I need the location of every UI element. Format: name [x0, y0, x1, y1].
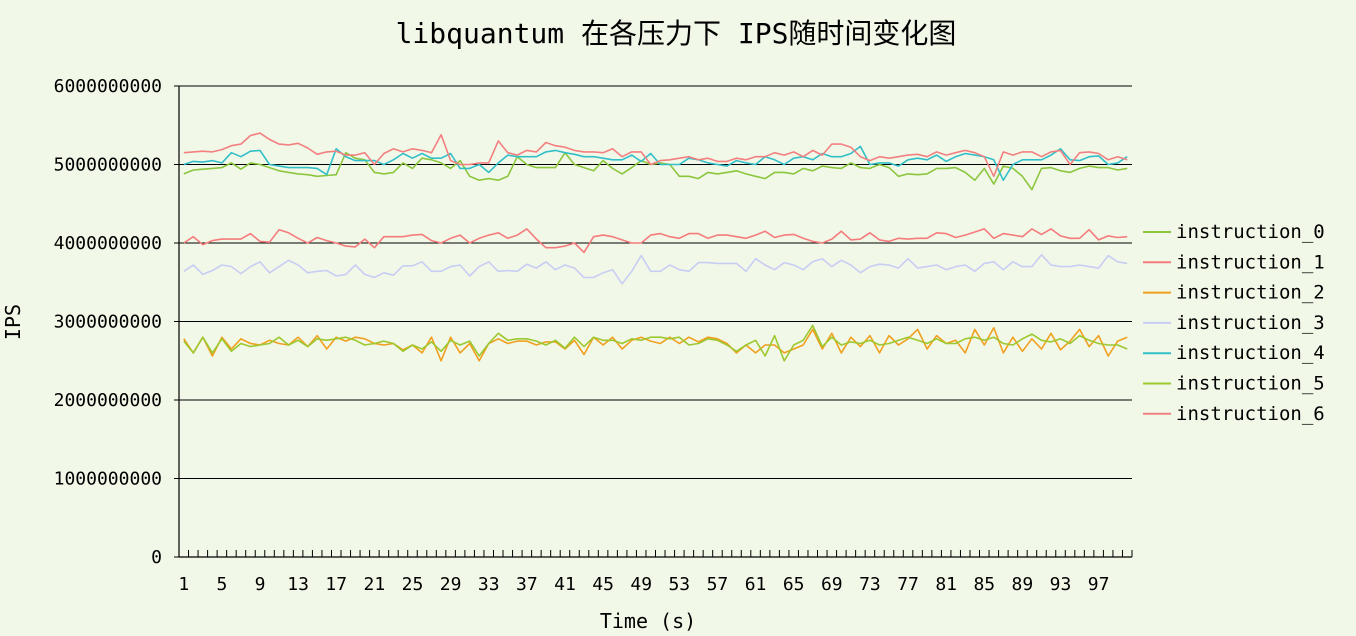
- y-tick-label: 4000000000: [54, 233, 162, 254]
- y-tick-label: 6000000000: [54, 76, 162, 97]
- series-line-instruction_5: [183, 324, 1128, 362]
- x-tick-label: 65: [783, 574, 805, 595]
- series-line-instruction_1: [183, 228, 1128, 254]
- y-axis-ticks: 0 1000000000 2000000000 3000000000 400000000…: [54, 76, 179, 568]
- y-tick-label: 3000000000: [54, 312, 162, 333]
- x-tick-label: 37: [516, 574, 538, 595]
- x-tick-label: 89: [1012, 574, 1034, 595]
- legend-label: instruction_1: [1176, 251, 1325, 273]
- x-tick-label: 21: [364, 574, 386, 595]
- legend-label: instruction_6: [1176, 403, 1325, 425]
- x-axis-ticks: 1 5 9 13 17 21 25 29 33 37 41 45 49 53 57 61 65 69 73 77 81 8…: [178, 550, 1133, 595]
- series-line-instruction_3: [183, 254, 1128, 285]
- x-tick-label: 93: [1050, 574, 1072, 595]
- x-axis-label: Time (s): [600, 609, 696, 633]
- x-tick-label: 33: [478, 574, 500, 595]
- series-line-instruction_6: [183, 132, 1128, 178]
- x-tick-label: 57: [707, 574, 729, 595]
- x-tick-label: 73: [859, 574, 881, 595]
- x-tick-label: 41: [554, 574, 576, 595]
- x-tick-label: 61: [745, 574, 767, 595]
- x-tick-label: 81: [935, 574, 957, 595]
- x-tick-label: 77: [897, 574, 919, 595]
- legend-label: instruction_4: [1176, 342, 1325, 364]
- x-tick-label: 45: [592, 574, 614, 595]
- x-tick-label: 49: [630, 574, 652, 595]
- x-tick-label: 53: [668, 574, 690, 595]
- x-tick-label: 17: [325, 574, 347, 595]
- y-tick-label: 0: [151, 547, 162, 568]
- x-tick-label: 85: [973, 574, 995, 595]
- x-tick-label: 13: [287, 574, 309, 595]
- x-tick-label: 97: [1088, 574, 1110, 595]
- grid-lines: [179, 85, 1132, 479]
- legend-label: instruction_3: [1176, 312, 1325, 334]
- x-tick-label: 9: [255, 574, 266, 595]
- series-lines: [183, 132, 1128, 362]
- legend-label: instruction_0: [1176, 221, 1325, 243]
- y-tick-label: 2000000000: [54, 390, 162, 411]
- y-axis-label: IPS: [1, 304, 25, 340]
- chart-title: libquantum 在各压力下 IPS随时间变化图: [396, 17, 957, 50]
- x-tick-label: 1: [178, 574, 189, 595]
- y-tick-label: 5000000000: [54, 155, 162, 176]
- legend-label: instruction_5: [1176, 373, 1325, 395]
- y-tick-label: 1000000000: [54, 469, 162, 490]
- legend: instruction_0 instruction_1 instruction_2i…: [1143, 221, 1325, 425]
- x-tick-label: 25: [402, 574, 424, 595]
- series-line-instruction_0: [183, 151, 1128, 191]
- series-line-instruction_2: [183, 326, 1128, 362]
- x-tick-label: 5: [216, 574, 227, 595]
- x-tick-label: 29: [440, 574, 462, 595]
- legend-label: instruction_2: [1176, 282, 1325, 304]
- x-tick-label: 69: [821, 574, 843, 595]
